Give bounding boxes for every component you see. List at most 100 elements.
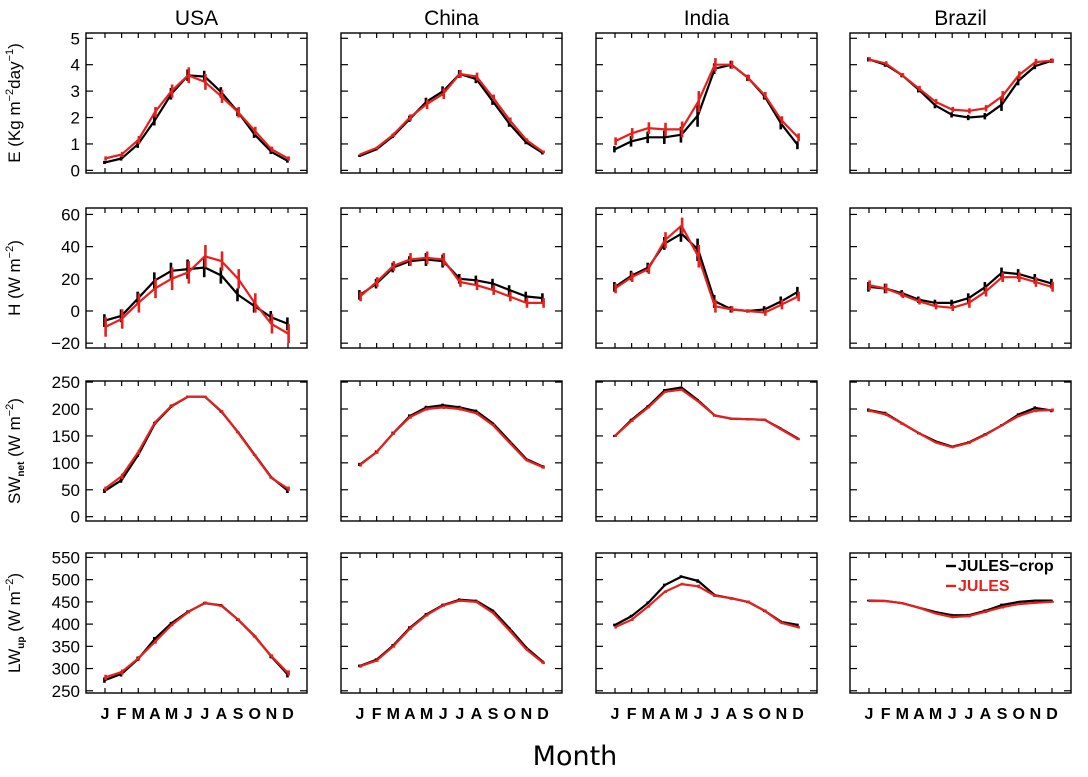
month-label: S [997,706,1008,723]
series-jules-crop [613,60,799,153]
y-tick-label: 5 [71,29,80,48]
panel-frame [85,552,308,694]
series-line [868,58,1053,119]
month-label: M [387,706,400,723]
panel-frame [595,207,818,349]
series-line [359,256,543,304]
y-tick-label: 60 [61,205,80,224]
y-tick-label: 40 [61,238,80,257]
series-jules [359,599,545,668]
series-jules [359,251,545,308]
month-label: J [101,706,110,723]
series-jules-crop [613,225,799,313]
month-label: S [743,706,754,723]
month-label: O [249,706,261,723]
panel-frame [85,380,308,522]
column-title-brazil: Brazil [934,7,987,30]
panel-sw_net-brazil [849,380,1072,522]
panel-frame [340,552,563,694]
y-tick-label: 200 [52,400,80,419]
panel-frame [849,380,1072,522]
y-tick-label: 0 [71,508,80,527]
y-tick-label: 3 [71,82,80,101]
ylabel-h: H (W m−2) [4,240,24,316]
series-line [614,388,799,441]
panel-e-india [595,32,818,174]
y-tick-label: 250 [52,373,80,392]
panel-frame [595,32,818,174]
series-jules [868,57,1054,114]
month-label: J [694,706,703,723]
month-label: J [455,706,464,723]
panel-frame [849,32,1072,174]
panel-frame [85,207,308,349]
month-label: M [132,706,145,723]
month-label: J [439,706,448,723]
series-line [359,72,544,156]
series-line [104,74,289,160]
y-tick-label: 20 [61,270,80,289]
series-line [104,395,289,490]
month-label: N [1030,706,1042,723]
panel-sw_net-china [340,380,563,522]
month-label: J [865,706,874,723]
month-label: D [537,706,549,723]
panel-e-china [340,32,563,174]
legend: JULES−crop JULES [946,558,1054,595]
series-line [868,276,1053,309]
month-label: N [521,706,533,723]
y-tick-label: 500 [52,571,80,590]
series-line [869,599,1053,619]
panel-frame [340,32,563,174]
series-jules [104,395,290,491]
month-label: M [675,706,688,723]
month-label: O [759,706,771,723]
month-label: S [233,706,244,723]
series-line [614,63,799,151]
series-line [359,599,544,668]
series-jules [614,217,800,316]
series-line [868,58,1053,112]
panel-h-india [595,207,818,349]
y-tick-label: 400 [52,615,80,634]
column-titles: USA China India Brazil [175,7,987,30]
y-tick-label: 0 [71,161,80,180]
series-jules [614,388,800,441]
series-line [359,406,544,469]
panel-h-usa: −20 0 20 40 60 [51,205,308,353]
series-line [614,63,799,143]
month-label: A [726,706,738,723]
panel-frame [595,380,818,522]
month-label: O [1013,706,1025,723]
panel-frame [340,380,563,522]
panel-frame [85,32,308,174]
y-tick-label: 0 [71,302,80,321]
series-jules-crop [103,69,289,165]
series-line [614,583,799,629]
series-jules [104,67,290,161]
month-label: M [929,706,942,723]
y-tick-label: 50 [61,481,80,500]
series-line [359,258,544,300]
panel-frame [849,552,1072,694]
series-jules-crop [103,257,289,331]
panel-e-brazil [849,32,1072,174]
series-jules-crop [103,395,289,493]
month-label: A [216,706,228,723]
series-line [104,601,289,679]
panel-frame [340,207,563,349]
series-jules [359,405,545,469]
month-label: J [964,706,973,723]
month-label: J [356,706,365,723]
series-jules-crop [613,575,799,627]
month-label: J [184,706,193,723]
series-jules-crop [867,406,1053,448]
month-label: F [372,706,382,723]
y-tick-label: 550 [52,548,80,567]
y-tick-label: 4 [71,56,80,75]
month-label: J [611,706,620,723]
month-label: N [266,706,278,723]
